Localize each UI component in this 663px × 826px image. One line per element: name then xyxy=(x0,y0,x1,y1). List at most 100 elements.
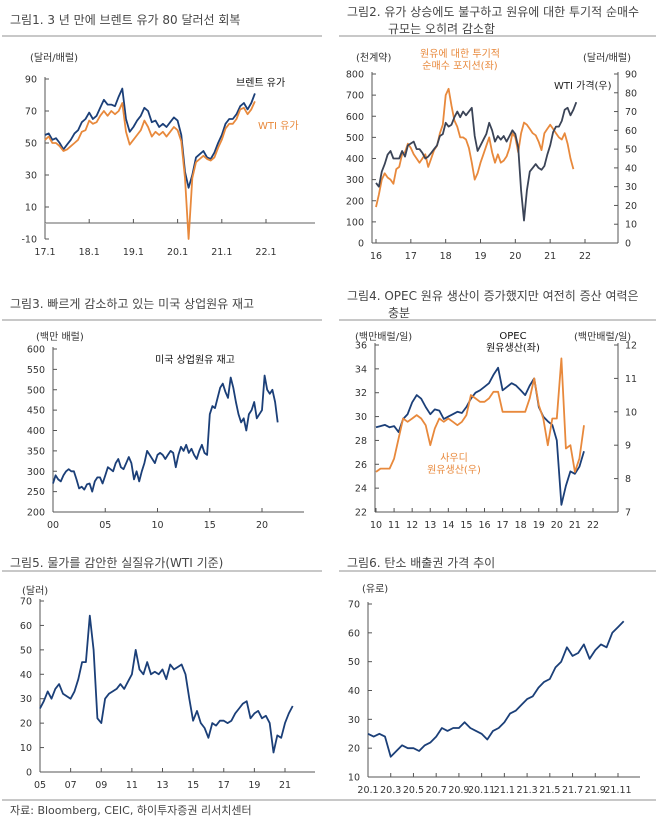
chart4-y-right-tick-label: 9 xyxy=(625,441,631,452)
chart5-x-tick-label: 17 xyxy=(218,780,230,791)
chart4-title-line2: 충분 xyxy=(388,306,411,320)
chart4-y-tick-label: 24 xyxy=(355,484,367,495)
chart2-y-right-tick-label: 90 xyxy=(625,70,637,81)
chart6-x-tick-label: 21.3 xyxy=(517,785,538,796)
chart4-y-tick-label: 30 xyxy=(355,412,367,423)
chart4-x-tick-label: 17 xyxy=(497,520,509,531)
chart3-y-tick-label: 250 xyxy=(27,487,45,498)
source-note: 자료: Bloomberg, CEIC, 하이투자증권 리서치센터 xyxy=(10,804,252,817)
chart2-legend-wti: WTI 가격(우) xyxy=(554,81,612,92)
chart3-x-tick-label: 20 xyxy=(256,520,268,531)
chart5-y-tick-label: 40 xyxy=(20,670,32,681)
chart3-y-tick-label: 450 xyxy=(27,406,45,417)
chart2-y-right-tick-label: 80 xyxy=(625,88,637,99)
chart3-ylabel: (백만 배럴) xyxy=(36,332,84,343)
chart4-legend-opec: OPEC 원유생산(좌) xyxy=(473,331,553,355)
chart5-x-tick-label: 09 xyxy=(95,780,107,791)
chart4-y-tick-label: 28 xyxy=(355,436,367,447)
chart2-x-tick-label: 18 xyxy=(440,251,452,262)
chart4-x-tick-label: 11 xyxy=(388,520,400,531)
chart4-y-tick-label: 32 xyxy=(355,388,367,399)
chart1-x-tick-label: 18.1 xyxy=(79,247,100,258)
chart6-y-tick-label: 50 xyxy=(348,657,360,668)
chart6-x-tick-label: 21.5 xyxy=(539,785,560,796)
chart5-title: 그림5. 물가를 감안한 실질유가(WTI 기준) xyxy=(10,556,224,570)
chart3-series-1-line xyxy=(52,374,279,493)
chart6-series-1-line xyxy=(367,620,625,758)
chart1-y-tick-label: 50 xyxy=(25,139,37,150)
chart3-y-tick-label: 350 xyxy=(27,446,45,457)
chart3-legend: 미국 상업원유 재고 xyxy=(155,355,235,366)
chart2-ylabel-left: (천계약) xyxy=(356,53,392,64)
chart4-x-tick-label: 18 xyxy=(515,520,527,531)
chart6-x-tick-label: 20.9 xyxy=(448,785,469,796)
chart4-y-tick-label: 36 xyxy=(355,341,367,352)
chart3-title: 그림3. 빠르게 감소하고 있는 미국 상업원유 재고 xyxy=(10,297,255,311)
chart3-y-tick-label: 400 xyxy=(27,426,45,437)
legend-line: 순매수 포지션(좌) xyxy=(422,61,498,72)
chart4-x-tick-label: 13 xyxy=(424,520,436,531)
chart2-y-right-tick-label: 60 xyxy=(625,126,637,137)
chart4-ylabel-left: (백만배럴/일) xyxy=(355,332,413,343)
chart1-y-tick-label: -10 xyxy=(21,235,37,246)
chart3-y-tick-label: 300 xyxy=(27,467,45,478)
chart3-x-tick-label: 05 xyxy=(99,520,111,531)
chart1-title: 그림1. 3 년 만에 브렌트 유가 80 달러선 회복 xyxy=(10,13,241,27)
divider xyxy=(339,35,656,37)
chart4-title-line1: 그림4. OPEC 원유 생산이 증가했지만 여전히 증산 여력은 xyxy=(347,289,639,303)
chart2-title-line1: 그림2. 유가 상승에도 불구하고 원유에 대한 투기적 순매수 xyxy=(347,5,640,19)
chart6-x-tick-label: 20.7 xyxy=(426,785,447,796)
chart6-title: 그림6. 탄소 배출권 가격 추이 xyxy=(347,556,496,570)
chart1-y-tick-label: 70 xyxy=(25,107,37,118)
divider xyxy=(339,319,656,321)
chart5-y-tick-label: 20 xyxy=(20,719,32,730)
chart3-x-tick-label: 10 xyxy=(151,520,163,531)
chart2-series-1-line xyxy=(375,87,575,208)
chart5-y-tick-label: 0 xyxy=(26,768,32,779)
chart2-y-tick-label: 800 xyxy=(346,70,364,81)
chart1-legend-brent: 브렌트 유가 xyxy=(236,78,286,89)
chart2-y-tick-label: 500 xyxy=(346,133,364,144)
chart4-x-tick-label: 20 xyxy=(551,520,563,531)
chart6-x-tick-label: 20.3 xyxy=(380,785,401,796)
chart4-x-tick-label: 21 xyxy=(569,520,581,531)
chart5-x-tick-label: 05 xyxy=(34,780,46,791)
chart6-y-tick-label: 40 xyxy=(348,686,360,697)
chart3-x-tick-label: 00 xyxy=(47,520,59,531)
chart4-x-tick-label: 10 xyxy=(370,520,382,531)
chart3-y-tick-label: 200 xyxy=(27,508,45,519)
chart6-y-tick-label: 20 xyxy=(348,744,360,755)
chart4-x-tick-label: 12 xyxy=(406,520,418,531)
legend-line: 원유생산(좌) xyxy=(486,343,540,354)
chart6-x-tick-label: 20.11 xyxy=(468,785,495,796)
chart5-x-tick-label: 13 xyxy=(156,780,168,791)
chart4-y-right-tick-label: 8 xyxy=(625,474,631,485)
chart6-x-tick-label: 21.7 xyxy=(562,785,583,796)
chart2-y-tick-label: 300 xyxy=(346,175,364,186)
divider xyxy=(2,319,322,321)
chart4-y-right-tick-label: 10 xyxy=(625,407,637,418)
chart1-x-tick-label: 17.1 xyxy=(34,247,55,258)
chart1-x-tick-label: 20.1 xyxy=(167,247,188,258)
chart1-x-tick-label: 21.1 xyxy=(211,247,232,258)
chart1-y-tick-label: 10 xyxy=(25,203,37,214)
chart2-ylabel-right: (달러/배럴) xyxy=(583,53,631,64)
chart2-y-tick-label: 600 xyxy=(346,112,364,123)
chart2-y-tick-label: 100 xyxy=(346,217,364,228)
chart1-series-1-line xyxy=(44,87,256,189)
chart3-x-tick-label: 15 xyxy=(204,520,216,531)
chart5-y-tick-label: 10 xyxy=(20,743,32,754)
chart5-x-tick-label: 21 xyxy=(279,780,291,791)
chart2-x-tick-label: 21 xyxy=(544,251,556,262)
chart6-x-tick-label: 20.5 xyxy=(403,785,424,796)
chart4-legend-saudi: 사우디 원유생산(우) xyxy=(414,453,494,477)
chart6-ylabel: (유로) xyxy=(362,584,389,595)
chart4-y-tick-label: 34 xyxy=(355,364,367,375)
chart4-x-tick-label: 22 xyxy=(587,520,599,531)
chart4-y-tick-label: 26 xyxy=(355,460,367,471)
chart2-x-tick-label: 20 xyxy=(509,251,521,262)
chart4-x-tick-label: 19 xyxy=(533,520,545,531)
chart1-legend-wti: WTI 유가 xyxy=(258,121,299,132)
chart5-y-tick-label: 60 xyxy=(20,621,32,632)
